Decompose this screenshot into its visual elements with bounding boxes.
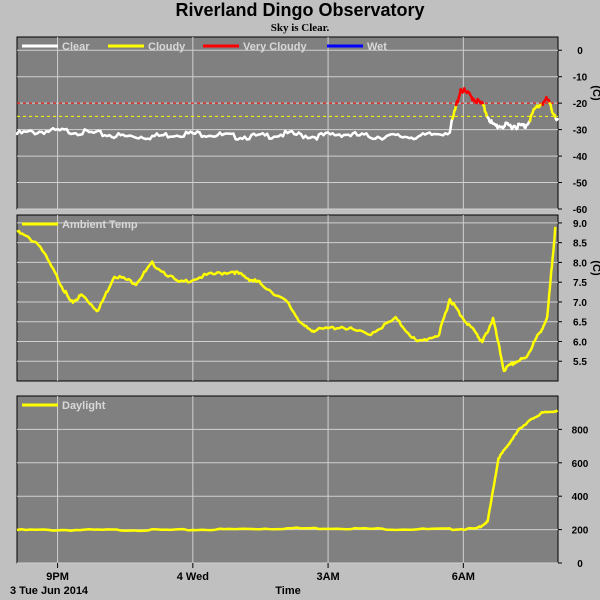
panel-daylight: 0 200 400 600 800 Daylight [16,395,589,570]
y-tick-label: 5.5 [573,357,587,368]
panel-background [16,36,559,210]
y-tick-label: -40 [573,152,588,163]
y-tick-label: 800 [572,425,589,436]
y-unit-label: (C) [590,85,600,101]
x-tick-label: 6AM [452,571,475,583]
panel-background [16,395,559,564]
y-tick-label: 600 [572,459,589,470]
y-tick-label: 200 [572,526,589,537]
y-tick-label: -20 [573,99,588,110]
y-tick-label: 0 [577,46,583,57]
x-tick-label: 9PM [46,571,69,583]
legend-label: Ambient Temp [62,219,138,231]
series-line-ambient [16,226,557,373]
y-tick-label: 7.5 [573,278,587,289]
y-tick-label: 9.0 [573,219,587,230]
y-tick-label: 400 [572,492,589,503]
y-tick-label: 8.5 [573,239,587,250]
legend-label: Daylight [62,400,106,412]
y-tick-label: -30 [573,126,588,137]
series-segment [555,117,559,122]
x-tick-label: 3AM [316,571,339,583]
y-tick-label: 0 [577,559,583,570]
y-tick-label: -50 [573,179,588,190]
panel-background [16,214,559,382]
legend-label: Very Cloudy [243,41,307,53]
panel-ambient: 5.5 6.0 6.5 7.0 7.5 8.0 8.5 9.0 Ambient Temp (C) [16,214,600,382]
y-tick-label: 8.0 [573,258,587,269]
page-title: Riverland Dingo Observatory [175,0,425,20]
date-label: 3 Tue Jun 2014 [10,585,89,597]
y-tick-label: 7.0 [573,298,587,309]
y-tick-label: -60 [573,205,588,216]
x-axis-label: Time [275,585,300,597]
sky-status: Sky is Clear. [270,22,330,34]
y-tick-label: 6.0 [573,337,587,348]
y-tick-label: -10 [573,73,588,84]
y-unit-label: (C) [590,260,600,276]
legend-label: Wet [367,41,387,53]
y-tick-label: 6.5 [573,318,587,329]
series-line-daylight [16,409,559,533]
legend-label: Clear [62,41,90,53]
panel-sky: 0 -10 -20 -30 -40 -50 -60 Clear Cloudy Very Cloud… [15,36,600,216]
x-tick-label: 4 Wed [177,571,209,583]
legend-label: Cloudy [148,41,186,53]
